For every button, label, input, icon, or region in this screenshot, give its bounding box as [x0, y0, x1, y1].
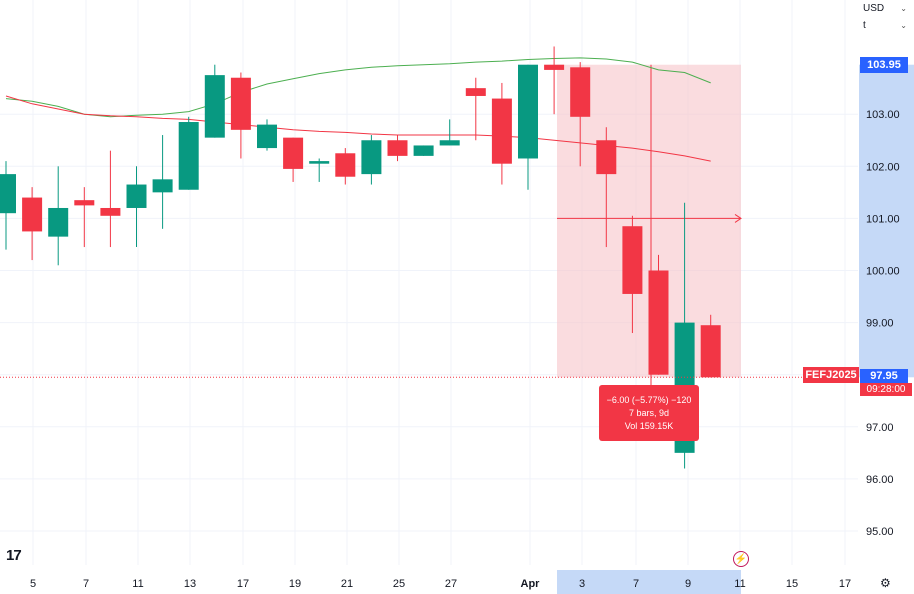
candle-body [22, 197, 43, 232]
candle-body [361, 140, 382, 175]
symbol-tag: FEFJ2025 [803, 367, 859, 383]
currency-label: USD [863, 2, 885, 14]
flash-icon[interactable]: ⚡ [733, 551, 749, 567]
candle-body [230, 77, 251, 130]
y-tick-label: 100.00 [866, 266, 900, 278]
candle-body [387, 140, 408, 156]
timeframe-label: t [863, 19, 866, 31]
x-tick-label: 21 [341, 578, 353, 590]
candle-body [283, 137, 304, 169]
candle-body [544, 64, 565, 70]
candle-body [335, 153, 356, 177]
x-tick-label: 3 [579, 578, 585, 590]
candle-body [413, 145, 434, 156]
x-tick-label: 17 [839, 578, 851, 590]
measure-change: −6.00 (−5.77%) −120 [606, 395, 692, 405]
x-tick-label: 5 [30, 578, 36, 590]
candle-body [309, 161, 330, 164]
time-axis-range-highlight [557, 570, 741, 594]
x-tick-label: 11 [734, 578, 745, 590]
x-tick-label: 7 [83, 578, 89, 590]
candle-body [0, 174, 16, 214]
y-tick-label: 101.00 [866, 213, 900, 225]
measure-bars: 7 bars, 9d [628, 408, 670, 418]
price-axis-range-highlight [859, 64, 914, 378]
chevron-down-icon: ⌄ [900, 20, 907, 30]
y-tick-label: 97.00 [866, 422, 894, 434]
last-price-tag: 97.95 [860, 369, 908, 383]
currency-select[interactable]: USD ⌄ [859, 0, 911, 16]
x-tick-label: 11 [132, 578, 143, 590]
y-tick-label: 103.00 [866, 109, 900, 121]
high-price-tag: 103.95 [860, 57, 908, 73]
chevron-down-icon: ⌄ [900, 3, 907, 13]
candle-body [48, 207, 69, 237]
y-tick-label: 102.00 [866, 161, 900, 173]
candle-body [152, 179, 173, 193]
candle-body [100, 207, 121, 216]
candle-body [491, 98, 512, 164]
candle-body [700, 325, 721, 378]
x-tick-label: 13 [184, 578, 196, 590]
y-tick-label: 96.00 [866, 474, 894, 486]
x-tick-label: 9 [685, 578, 691, 590]
x-tick-label: 17 [237, 578, 249, 590]
candle-body [126, 184, 147, 208]
x-tick-label: 15 [786, 578, 798, 590]
x-tick-label: Apr [521, 578, 541, 590]
candle-body [596, 140, 617, 175]
y-tick-label: 95.00 [866, 526, 894, 538]
candle-body [465, 88, 486, 96]
settings-icon[interactable]: ⚙ [880, 576, 891, 590]
measure-tooltip: −6.00 (−5.77%) −120 7 bars, 9d Vol 159.1… [599, 385, 699, 441]
candle-body [622, 226, 643, 294]
y-tick-label: 99.00 [866, 318, 894, 330]
x-tick-label: 19 [289, 578, 301, 590]
measure-volume: Vol 159.15K [624, 421, 674, 431]
timeframe-select[interactable]: t ⌄ [859, 17, 911, 33]
candle-body [518, 64, 538, 159]
candle-body [257, 124, 277, 149]
candle-body [570, 67, 591, 117]
tradingview-logo-icon[interactable]: 17 [6, 547, 22, 564]
measure-arrow-head [734, 213, 742, 223]
candle-body [74, 200, 95, 206]
candle-body [204, 75, 225, 138]
moving-average-red [5, 95, 711, 162]
x-tick-label: 25 [393, 578, 405, 590]
candle-body [178, 122, 199, 190]
candle-body [648, 270, 669, 375]
countdown-tag: 09:28:00 [860, 383, 912, 396]
x-tick-label: 27 [445, 578, 457, 590]
candle-body [439, 140, 460, 146]
x-tick-label: 7 [633, 578, 639, 590]
